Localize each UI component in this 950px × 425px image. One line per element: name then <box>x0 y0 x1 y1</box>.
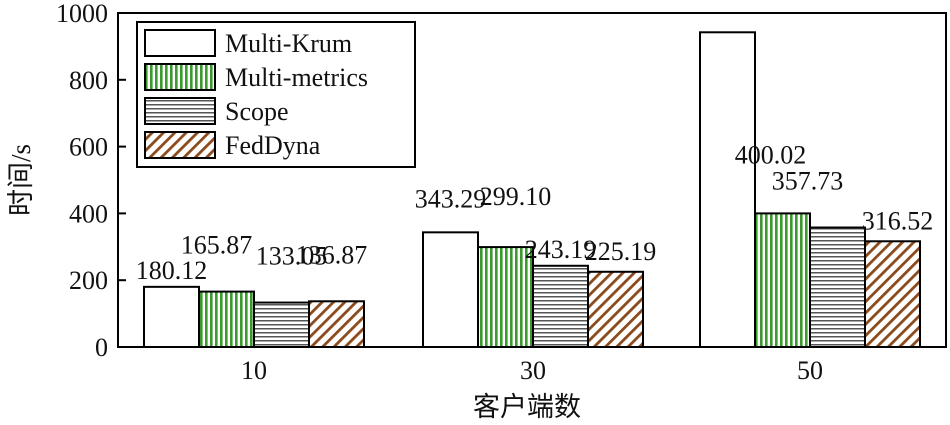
data-label: 343.29 <box>415 184 487 213</box>
data-label: 136.87 <box>296 240 368 269</box>
x-axis-title: 客户端数 <box>473 392 581 422</box>
bar-multi-krum-30 <box>422 231 479 348</box>
legend-label: FedDyna <box>225 131 321 160</box>
y-tick-label: 800 <box>69 66 108 95</box>
bar-multi-metrics-50 <box>754 212 811 348</box>
bar-multi-metrics-10 <box>198 290 255 349</box>
y-axis-title: 时间/s <box>6 144 36 216</box>
data-label: 357.73 <box>772 167 844 196</box>
y-tick-label: 400 <box>69 199 108 228</box>
y-tick-label: 200 <box>69 266 108 295</box>
x-tick-label: 30 <box>520 356 546 385</box>
bar-scope-30 <box>532 264 589 348</box>
data-label: 180.12 <box>136 256 208 285</box>
bar-multi-krum-10 <box>143 285 200 348</box>
bar-scope-50 <box>809 226 866 348</box>
legend-swatch <box>144 29 216 57</box>
bar-feddyna-30 <box>587 270 644 348</box>
y-tick-label: 600 <box>69 133 108 162</box>
data-label: 165.87 <box>181 231 253 260</box>
legend-label: Scope <box>225 97 289 126</box>
bar-multi-metrics-30 <box>477 246 534 348</box>
data-label: 243.19 <box>525 235 597 264</box>
data-label: 316.52 <box>862 206 934 235</box>
x-tick-label: 50 <box>797 356 823 385</box>
data-label: 299.10 <box>480 182 552 211</box>
legend-label: Multi-metrics <box>225 63 368 92</box>
bar-multi-krum-50 <box>699 31 756 348</box>
data-label: 133.05 <box>256 242 328 271</box>
x-tick-label: 10 <box>241 356 267 385</box>
bar-feddyna-50 <box>864 240 921 348</box>
legend-label: Multi-Krum <box>225 29 352 58</box>
bar-scope-10 <box>253 301 310 349</box>
legend-swatch <box>144 97 216 125</box>
y-tick-label: 0 <box>95 333 108 362</box>
legend-swatch <box>144 63 216 91</box>
bar-feddyna-10 <box>308 300 365 349</box>
data-label: 225.19 <box>585 237 657 266</box>
data-label: 400.02 <box>735 140 807 169</box>
legend-swatch <box>144 131 216 159</box>
legend: Multi-Krum Multi-metrics Scope FedDyna <box>136 21 416 168</box>
y-tick-label: 1000 <box>56 0 108 28</box>
y-axis-ticks: 0 200 400 600 800 1000 <box>56 0 126 362</box>
x-axis-ticks: 10 30 50 <box>241 339 823 385</box>
